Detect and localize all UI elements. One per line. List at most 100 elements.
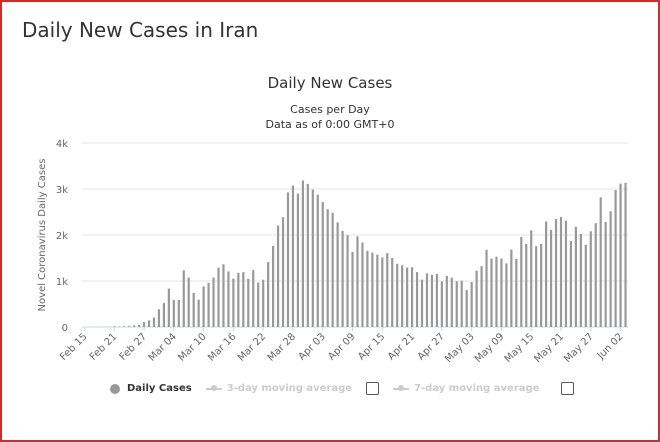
bar bbox=[406, 267, 409, 327]
x-tick-label: Mar 04 bbox=[147, 331, 179, 363]
bar bbox=[450, 277, 453, 327]
bar bbox=[341, 230, 344, 327]
bar bbox=[147, 320, 151, 327]
bar bbox=[187, 277, 190, 327]
chart-subtitle-line1: Cases per Day bbox=[290, 103, 370, 116]
bar bbox=[455, 281, 458, 327]
chart-title: Daily New Cases bbox=[267, 74, 393, 92]
bar bbox=[232, 278, 235, 327]
x-tick-label: May 03 bbox=[443, 331, 477, 365]
bar bbox=[574, 226, 577, 327]
legend-3day-average[interactable]: 3-day moving average bbox=[205, 382, 380, 395]
bar bbox=[356, 236, 359, 327]
bar bbox=[515, 258, 518, 327]
bar bbox=[267, 262, 270, 327]
chart-subtitle: Cases per Day Data as of 0:00 GMT+0 bbox=[0, 102, 660, 132]
x-tick-label: May 15 bbox=[503, 331, 537, 365]
bar bbox=[415, 272, 419, 327]
bar bbox=[172, 300, 175, 327]
toggle-3day-checkbox[interactable] bbox=[366, 382, 380, 395]
bar bbox=[425, 273, 429, 327]
line-marker-icon bbox=[393, 384, 410, 391]
y-axis-title: Novel Coronavirus Daily Cases bbox=[37, 159, 48, 312]
bar bbox=[177, 299, 180, 327]
x-tick-label: Mar 28 bbox=[266, 331, 298, 363]
bar bbox=[212, 277, 215, 327]
series-dot-icon bbox=[110, 383, 120, 394]
bar bbox=[128, 326, 131, 327]
bar bbox=[465, 290, 468, 327]
bar bbox=[391, 258, 394, 327]
bar bbox=[182, 270, 185, 327]
bar bbox=[252, 270, 255, 327]
bar bbox=[584, 244, 587, 327]
bar bbox=[460, 280, 463, 327]
bar bbox=[430, 274, 434, 327]
bar bbox=[296, 193, 300, 327]
x-tick-label: Apr 21 bbox=[386, 331, 417, 362]
bar bbox=[525, 243, 528, 327]
bar bbox=[470, 282, 473, 327]
bar bbox=[604, 222, 607, 327]
legend-7day-average[interactable]: 7-day moving average bbox=[393, 382, 575, 395]
bar bbox=[554, 219, 558, 327]
bar bbox=[599, 197, 602, 327]
bar bbox=[376, 254, 379, 327]
bar bbox=[435, 273, 438, 327]
y-tick-label: 0 bbox=[62, 323, 68, 334]
x-tick-label: May 09 bbox=[473, 331, 507, 365]
bar bbox=[579, 233, 582, 327]
bar bbox=[530, 230, 533, 327]
bar bbox=[559, 216, 563, 327]
bar bbox=[545, 221, 548, 327]
bar bbox=[589, 231, 592, 327]
bar bbox=[420, 279, 424, 327]
bar bbox=[594, 223, 597, 327]
line-marker-icon bbox=[205, 384, 222, 391]
bar bbox=[614, 189, 617, 327]
bar bbox=[326, 209, 329, 327]
bar bbox=[222, 264, 225, 327]
bar bbox=[167, 288, 170, 327]
bar bbox=[410, 267, 414, 327]
bar bbox=[197, 299, 200, 327]
bar bbox=[331, 212, 334, 327]
bar bbox=[535, 246, 538, 327]
x-tick-label: Apr 09 bbox=[326, 331, 357, 362]
page-title: Daily New Cases in Iran bbox=[22, 18, 259, 42]
x-tick-label: Feb 15 bbox=[58, 331, 90, 363]
x-tick-label: Feb 27 bbox=[118, 331, 150, 363]
bar bbox=[564, 220, 568, 327]
bar bbox=[237, 272, 240, 327]
y-tick-label: 1k bbox=[56, 277, 68, 288]
bar bbox=[311, 189, 314, 327]
x-tick-label: Jun 02 bbox=[595, 331, 626, 362]
bar bbox=[133, 325, 136, 327]
legend-label: 3-day moving average bbox=[226, 383, 353, 394]
bar bbox=[445, 275, 448, 327]
bar bbox=[316, 194, 319, 327]
daily-cases-chart: 0 1k 2k 3k 4k Novel Coronavirus Daily Cases Fe… bbox=[37, 139, 628, 365]
bar bbox=[505, 263, 508, 327]
bar bbox=[272, 245, 275, 327]
toggle-7day-checkbox[interactable] bbox=[561, 382, 575, 395]
bar bbox=[540, 243, 543, 327]
bar bbox=[510, 249, 513, 327]
y-tick-label: 2k bbox=[56, 231, 68, 242]
bar bbox=[500, 258, 503, 327]
legend-daily-cases[interactable]: Daily Cases bbox=[110, 383, 192, 394]
bar bbox=[624, 182, 627, 327]
x-tick-label: Apr 15 bbox=[356, 331, 387, 362]
bar bbox=[123, 326, 126, 327]
chart-subtitle-line2: Data as of 0:00 GMT+0 bbox=[265, 118, 395, 131]
bar bbox=[306, 183, 309, 327]
bar bbox=[291, 185, 295, 327]
bar bbox=[242, 272, 245, 327]
bar bbox=[286, 192, 290, 327]
x-tick-label: May 27 bbox=[562, 331, 596, 365]
bar bbox=[301, 180, 304, 327]
x-tick-label: Apr 27 bbox=[416, 331, 447, 362]
bar bbox=[569, 241, 573, 327]
bar bbox=[485, 249, 488, 327]
